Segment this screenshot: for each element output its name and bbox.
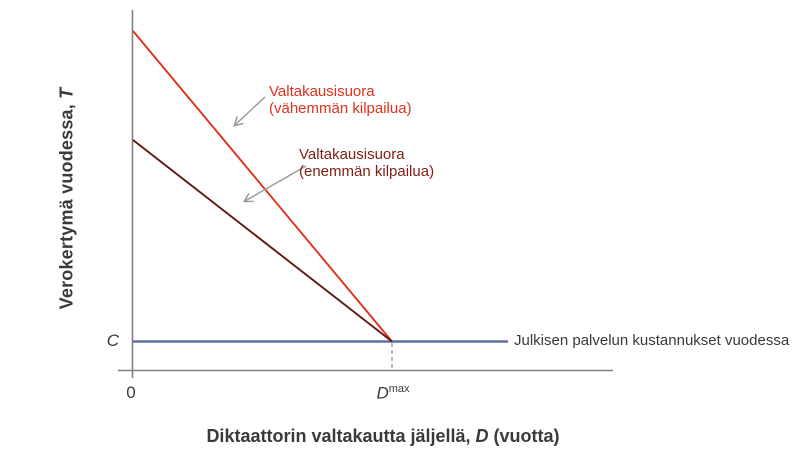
y-tick-cost: C <box>85 331 119 351</box>
annotation-more-competition: Valtakausisuora (enemmän kilpailua) <box>299 146 434 180</box>
x-tick-dmax-superscript: max <box>388 383 410 395</box>
x-tick-origin: 0 <box>126 383 136 402</box>
x-axis-title-text: Diktaattorin valtakautta jäljellä, <box>206 426 476 446</box>
y-axis-title: Verokertymä vuodessa, T <box>57 0 78 409</box>
annotation-arrow-icon-more-competition <box>242 165 307 203</box>
annotation-less-competition: Valtakausisuora (vähemmän kilpailua) <box>269 83 412 117</box>
tenure-line-more-competition <box>132 139 393 343</box>
annotation-more-competition-line1: Valtakausisuora <box>299 146 405 163</box>
x-tick-dmax: Dmax <box>358 383 428 404</box>
y-axis-title-text: Verokertymä vuodessa, <box>56 98 77 310</box>
annotation-less-competition-line2: (vähemmän kilpailua) <box>269 100 412 117</box>
tenure-line-less-competition <box>132 30 393 343</box>
annotation-less-competition-line1: Valtakausisuora <box>269 83 375 100</box>
x-axis-title-variable: D <box>475 426 489 446</box>
x-axis-title: Diktaattorin valtakautta jäljellä, D (vu… <box>133 426 633 447</box>
x-tick-dmax-variable: D <box>376 383 389 403</box>
y-tick-cost-variable: C <box>106 331 119 350</box>
x-axis-title-suffix: (vuotta) <box>488 426 560 446</box>
cost-line-label: Julkisen palvelun kustannukset vuodessa <box>514 332 790 349</box>
y-axis-title-variable: T <box>56 87 77 99</box>
annotation-arrow-icon-less-competition <box>233 96 266 127</box>
annotation-more-competition-line2: (enemmän kilpailua) <box>299 163 435 180</box>
